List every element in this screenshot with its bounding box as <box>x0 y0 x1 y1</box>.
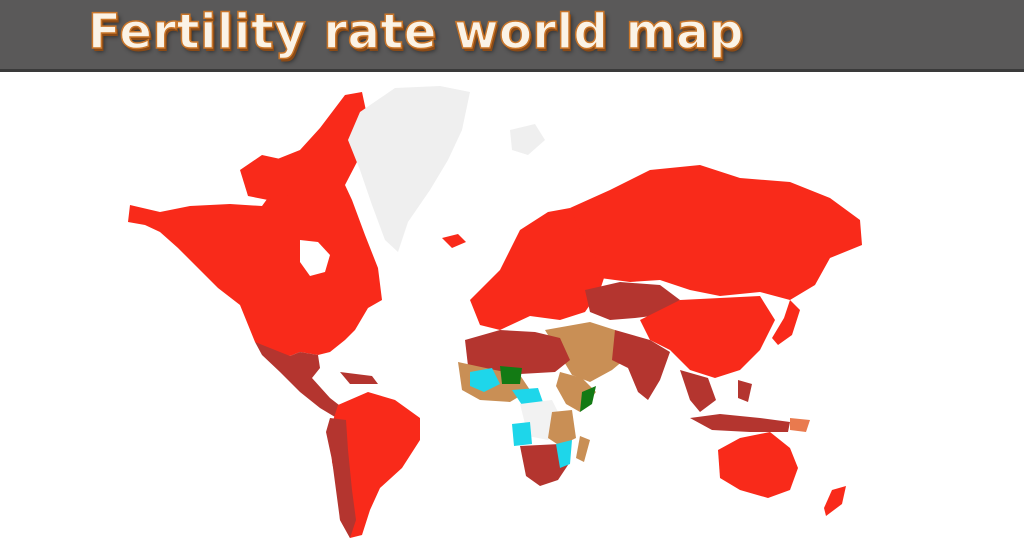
region-mozambique <box>556 440 572 468</box>
page-title: Fertility rate world map <box>87 3 744 61</box>
region-caribbean <box>340 372 378 384</box>
region-southern-africa <box>520 444 570 486</box>
region-central-asia <box>585 282 680 320</box>
region-southeast-asia <box>680 370 716 412</box>
region-philippines <box>738 380 752 402</box>
world-map <box>0 72 1024 538</box>
region-japan <box>772 300 800 345</box>
region-north-america <box>128 92 382 356</box>
region-south-asia <box>612 330 670 400</box>
region-greenland <box>348 86 470 252</box>
region-andes <box>326 418 356 538</box>
region-madagascar <box>576 436 590 462</box>
region-australia <box>718 432 798 498</box>
region-iceland <box>442 234 466 248</box>
region-new-zealand <box>824 486 846 516</box>
region-arctic-islands <box>240 155 300 200</box>
region-east-africa <box>548 410 576 446</box>
region-congo-high <box>512 422 532 446</box>
region-svalbard <box>510 124 545 155</box>
region-papua <box>790 418 810 432</box>
region-north-africa <box>465 330 570 374</box>
region-russia <box>570 165 862 300</box>
region-sahel-high <box>470 368 500 392</box>
region-middle-east <box>545 322 630 382</box>
region-central-america <box>255 342 348 420</box>
region-indonesia <box>690 414 790 432</box>
region-niger <box>500 366 522 384</box>
title-bar: Fertility rate world map <box>0 0 1024 72</box>
region-somalia <box>580 386 596 412</box>
region-europe <box>470 208 610 330</box>
hudson-bay <box>300 240 330 276</box>
region-east-asia <box>640 296 775 378</box>
